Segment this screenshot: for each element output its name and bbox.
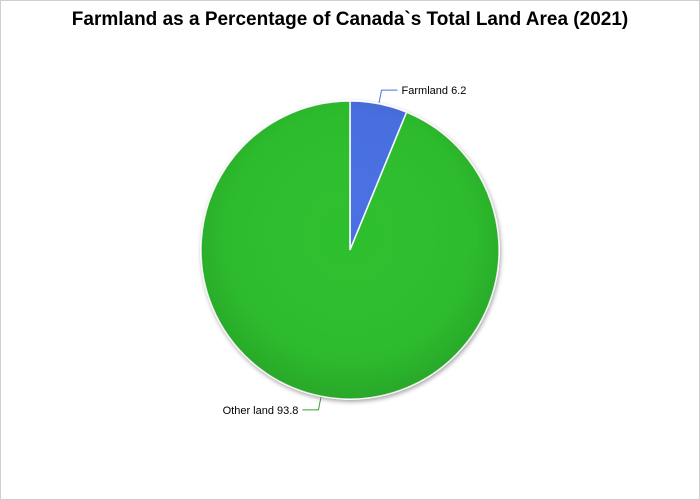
- slice-label-farmland: Farmland 6.2: [402, 85, 467, 97]
- chart-title: Farmland as a Percentage of Canada`s Tot…: [71, 9, 629, 30]
- slice-label-other-land: Other land 93.8: [223, 405, 299, 417]
- pie-slice-other-land[interactable]: [200, 100, 500, 400]
- leader-line-other-land: [302, 397, 322, 411]
- leader-line-farmland: [378, 89, 398, 103]
